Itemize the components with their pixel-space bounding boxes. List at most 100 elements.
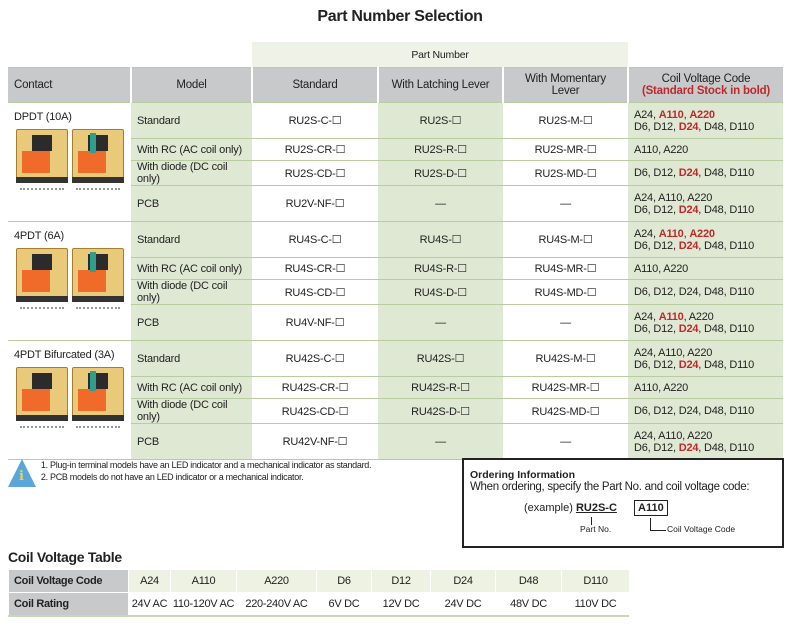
latching-part-cell: RU42S-☐ bbox=[378, 340, 503, 377]
coil-code-line: A24, A110, A220 bbox=[634, 227, 715, 240]
coil-code: D6 bbox=[634, 358, 648, 371]
coil-code: D110 bbox=[729, 441, 755, 454]
coil-code: D12 bbox=[653, 286, 673, 298]
coil-code: D6 bbox=[634, 239, 648, 252]
coil-rating-cell: 48V DC bbox=[495, 592, 562, 617]
coil-code: A220 bbox=[663, 381, 689, 394]
model-cell: With RC (AC coil only) bbox=[131, 257, 252, 280]
coil-code: D24 bbox=[678, 239, 699, 252]
coil-voltage-table: Coil Voltage Code A24 A110 A220 D6 D12 D24 D48 D… bbox=[8, 570, 629, 617]
coil-code-cell: A110 bbox=[170, 570, 237, 593]
standard-part-cell: RU4V-NF-☐ bbox=[252, 304, 378, 341]
standard-part-cell: RU42S-CD-☐ bbox=[252, 398, 378, 424]
coil-code: D110 bbox=[729, 405, 755, 417]
coil-code: D24 bbox=[678, 441, 699, 454]
latching-part-cell: — bbox=[378, 185, 503, 222]
coil-code: D24 bbox=[678, 167, 699, 179]
contact-cell: DPDT (10A) bbox=[8, 102, 131, 222]
relay-image bbox=[16, 129, 68, 190]
coil-code-line: A110, A220 bbox=[634, 262, 689, 275]
part-number-header: Part Number bbox=[252, 42, 628, 68]
coil-code: A110 bbox=[658, 191, 683, 204]
coil-code: A220 bbox=[687, 429, 713, 442]
table-row: With RC (AC coil only) RU42S-CR-☐ RU42S-R-… bbox=[8, 376, 783, 399]
info-icon: i bbox=[8, 459, 36, 487]
standard-part-cell: RU4S-CR-☐ bbox=[252, 257, 378, 280]
coil-code: D110 bbox=[729, 322, 755, 335]
latching-part-cell: RU4S-D-☐ bbox=[378, 279, 503, 305]
relay-image bbox=[72, 129, 124, 190]
coil-code: A110 bbox=[634, 143, 659, 156]
coil-code-cell: A110, A220 bbox=[628, 257, 783, 280]
model-cell: PCB bbox=[131, 423, 252, 460]
standard-part-cell: RU2S-CR-☐ bbox=[252, 138, 378, 161]
connector-line bbox=[650, 518, 651, 530]
contact-label: DPDT (10A) bbox=[14, 111, 72, 123]
coil-code: A110 bbox=[658, 108, 684, 121]
standard-part-cell: RU42S-C-☐ bbox=[252, 340, 378, 377]
coil-code: A220 bbox=[663, 262, 689, 275]
table-row: 4PDT Bifurcated (3A) Standard RU42S-C-☐ RU4… bbox=[8, 340, 783, 460]
page-title: Part Number Selection bbox=[317, 8, 483, 25]
row-header-rating: Coil Rating bbox=[8, 592, 129, 617]
coil-code: D12 bbox=[653, 322, 673, 335]
coil-code-line: A110, A220 bbox=[634, 381, 689, 394]
coil-code: D48 bbox=[704, 441, 724, 454]
coil-code-cell: D12 bbox=[371, 570, 431, 593]
note-item: Plug-in terminal models have an LED indi… bbox=[50, 459, 372, 471]
coil-rating-cell: 110-120V AC bbox=[170, 592, 237, 617]
coil-code: D48 bbox=[704, 358, 724, 371]
coil-code: A24 bbox=[634, 429, 653, 442]
coil-code-cell: D6, D12, D24, D48, D110 bbox=[628, 160, 783, 186]
coil-header-label: Coil Voltage Code bbox=[661, 73, 751, 85]
table-row: With RC (AC coil only) RU2S-CR-☐ RU2S-R-☐ R… bbox=[8, 138, 783, 161]
coil-code: A110 bbox=[634, 381, 659, 394]
momentary-part-cell: RU2S-MR-☐ bbox=[503, 138, 628, 161]
model-cell: Standard bbox=[131, 340, 252, 377]
coil-code: D48 bbox=[704, 203, 724, 216]
latching-part-cell: RU4S-R-☐ bbox=[378, 257, 503, 280]
coil-code: D110 bbox=[729, 286, 755, 298]
coil-code: D110 bbox=[729, 167, 755, 179]
momentary-part-cell: RU42S-M-☐ bbox=[503, 340, 628, 377]
coil-code-line: D6, D12, D24, D48, D110 bbox=[634, 358, 755, 371]
coil-code: D6 bbox=[634, 167, 648, 179]
coil-code-line: A24, A110, A220 bbox=[634, 108, 715, 121]
coil-code: D6 bbox=[634, 203, 648, 216]
model-cell: With diode (DC coil only) bbox=[131, 398, 252, 424]
coil-code: A220 bbox=[689, 108, 715, 121]
coil-code: D110 bbox=[729, 239, 755, 252]
coil-code: A24 bbox=[634, 346, 653, 359]
table-row: With diode (DC coil only) RU2S-CD-☐ RU2S-D… bbox=[8, 160, 783, 186]
coil-code: A220 bbox=[663, 143, 689, 156]
example-coil-code: A110 bbox=[634, 500, 668, 516]
relay-image bbox=[16, 367, 68, 428]
standard-part-cell: RU42S-CR-☐ bbox=[252, 376, 378, 399]
coil-code-cell: A24, A110, A220 D6, D12, D24, D48, D110 bbox=[628, 423, 783, 460]
relay-image bbox=[72, 248, 124, 309]
ordering-example: (example) RU2S-C bbox=[524, 502, 617, 514]
coil-code: D24 bbox=[678, 286, 699, 298]
coil-code-cell: D24 bbox=[430, 570, 496, 593]
coil-rating-cell: 6V DC bbox=[316, 592, 372, 617]
header-model: Model bbox=[130, 67, 252, 103]
coil-code-cell: D6, D12, D24, D48, D110 bbox=[628, 398, 783, 424]
coil-code-cell: D110 bbox=[561, 570, 629, 593]
coil-code-line: A24, A110, A220 bbox=[634, 191, 713, 204]
relay-photo bbox=[16, 367, 125, 428]
coil-code-line: A110, A220 bbox=[634, 143, 689, 156]
coil-code: D24 bbox=[678, 203, 699, 216]
model-cell: PCB bbox=[131, 185, 252, 222]
coil-code-line: D6, D12, D24, D48, D110 bbox=[634, 286, 755, 298]
latching-part-cell: RU2S-R-☐ bbox=[378, 138, 503, 161]
coil-code-cell: A24, A110, A220 D6, D12, D24, D48, D110 bbox=[628, 185, 783, 222]
connector-line bbox=[650, 530, 666, 531]
coil-code: A110 bbox=[634, 262, 659, 275]
header-contact: Contact bbox=[8, 67, 131, 103]
relay-photo bbox=[16, 129, 125, 190]
coil-code-cell: A110, A220 bbox=[628, 138, 783, 161]
coil-code: D110 bbox=[729, 358, 755, 371]
momentary-part-cell: RU4S-M-☐ bbox=[503, 221, 628, 258]
coil-code: A110 bbox=[658, 227, 684, 240]
coil-code: A24 bbox=[634, 191, 653, 204]
